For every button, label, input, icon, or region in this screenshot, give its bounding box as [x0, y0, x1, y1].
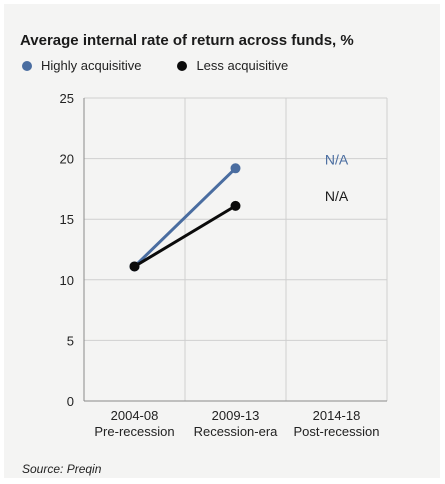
chart-title: Average internal rate of return across f…	[20, 32, 354, 49]
data-point-less-acquisitive	[230, 200, 241, 211]
data-point-highly-acquisitive	[230, 163, 241, 174]
x-tick-label-period: 2014-18	[313, 408, 361, 423]
y-tick-label: 0	[67, 394, 74, 409]
data-point-less-acquisitive	[129, 261, 140, 272]
x-tick-label-name: Post-recession	[294, 424, 380, 439]
y-tick-label: 15	[60, 212, 74, 227]
legend-marker-less-acquisitive	[177, 60, 188, 71]
chart-panel: Average internal rate of return across f…	[4, 4, 440, 478]
legend-item-highly-acquisitive: Highly acquisitive	[22, 58, 141, 73]
y-tick-label: 25	[60, 91, 74, 106]
series-line-highly-acquisitive	[133, 167, 237, 268]
x-tick-label-name: Pre-recession	[94, 424, 174, 439]
legend-item-less-acquisitive: Less acquisitive	[177, 58, 288, 73]
y-tick-label: 5	[67, 333, 74, 348]
na-label-less-acquisitive: N/A	[325, 188, 349, 204]
series-line-less-acquisitive	[133, 204, 237, 268]
x-tick-label-name: Recession-era	[194, 424, 279, 439]
x-tick-label-period: 2009-13	[212, 408, 260, 423]
chart-source: Source: Preqin	[22, 462, 102, 476]
y-tick-label: 10	[60, 273, 74, 288]
chart-legend: Highly acquisitive Less acquisitive	[22, 58, 324, 73]
legend-label-highly-acquisitive: Highly acquisitive	[41, 58, 142, 73]
legend-label-less-acquisitive: Less acquisitive	[196, 58, 289, 73]
x-tick-label-period: 2004-08	[111, 408, 159, 423]
na-label-highly-acquisitive: N/A	[325, 152, 349, 168]
y-tick-label: 20	[60, 152, 74, 167]
legend-marker-highly-acquisitive	[22, 60, 32, 71]
